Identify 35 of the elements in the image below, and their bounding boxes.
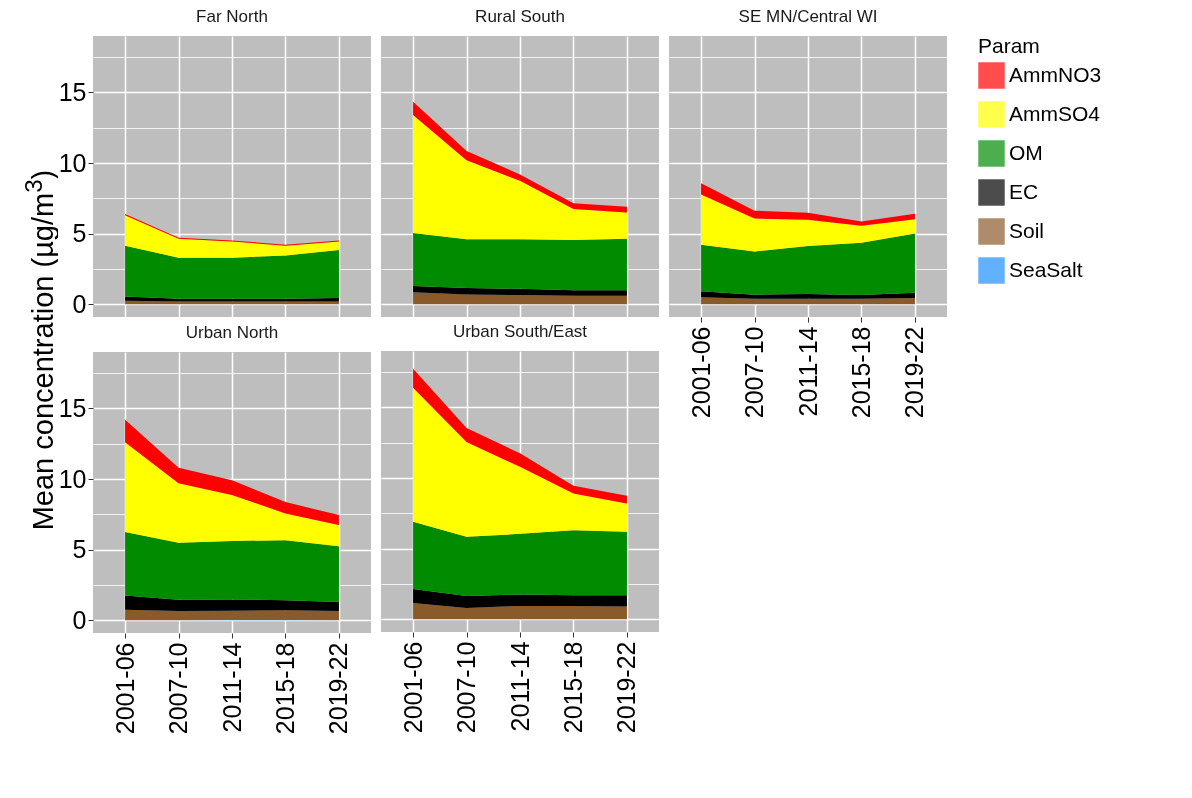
y-tick-label: 10 xyxy=(58,464,87,493)
y-tick-label: 0 xyxy=(72,605,87,634)
x-tick-label: 2001-06 xyxy=(398,641,427,734)
chart-title: Urban South/East xyxy=(452,322,588,341)
chart-title: Rural South xyxy=(475,7,565,26)
legend-label: SeaSalt xyxy=(1009,257,1083,281)
y-tick-label: 5 xyxy=(72,535,87,564)
y-tick-label: 15 xyxy=(58,77,87,106)
y-tick-label: 10 xyxy=(58,148,87,177)
x-tick-label: 2019-22 xyxy=(612,641,641,734)
x-tick-label: 2011-14 xyxy=(217,642,246,733)
legend-label: EC xyxy=(1009,179,1039,203)
legend-label: OM xyxy=(1009,140,1043,164)
y-tick-label: 5 xyxy=(72,219,87,248)
x-tick-label: 2001-06 xyxy=(110,642,139,735)
legend-label: Soil xyxy=(1009,218,1045,242)
x-tick-label: 2001-06 xyxy=(686,326,715,419)
x-tick-label: 2011-14 xyxy=(505,641,534,732)
x-tick-label: 2015-18 xyxy=(270,642,299,735)
x-tick-label: 2015-18 xyxy=(558,641,587,734)
legend-label: AmmNO3 xyxy=(1009,62,1102,86)
x-tick-label: 2015-18 xyxy=(846,326,875,419)
x-tick-label: 2007-10 xyxy=(452,641,481,734)
legend-title: Param xyxy=(978,34,1040,57)
x-tick-label: 2007-10 xyxy=(740,326,769,419)
x-tick-label: 2019-22 xyxy=(324,642,353,735)
x-tick-label: 2007-10 xyxy=(164,642,193,735)
x-tick-label: 2011-14 xyxy=(793,326,822,417)
x-tick-label: 2019-22 xyxy=(900,326,929,419)
chart-title: Urban North xyxy=(185,323,279,342)
legend-label: AmmSO4 xyxy=(1009,101,1101,125)
y-tick-label: 0 xyxy=(72,289,87,318)
chart-title: Far North xyxy=(196,7,268,26)
y-tick-label: 15 xyxy=(58,393,87,422)
chart-title: SE MN/Central WI xyxy=(738,7,878,26)
